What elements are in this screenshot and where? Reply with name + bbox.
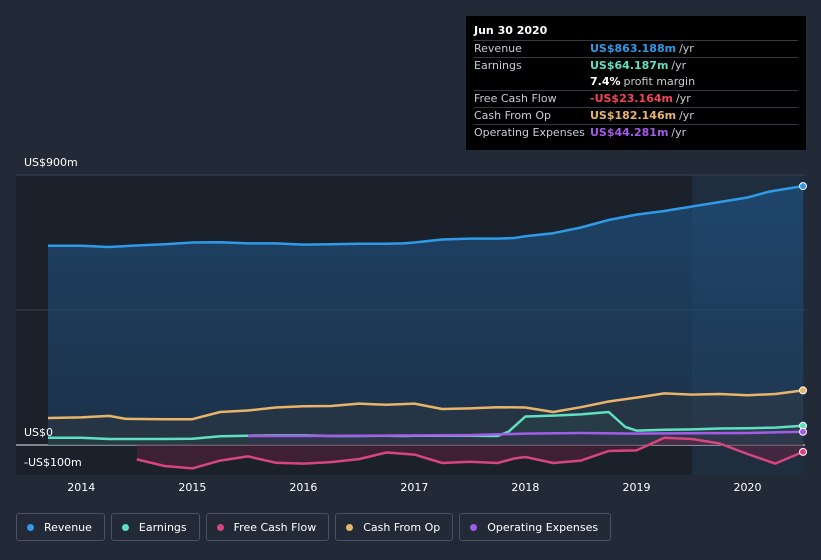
tooltip-row: Free Cash Flow -US$23.164m/yr [474, 90, 798, 107]
tooltip-row-unit: profit margin [623, 75, 696, 88]
tooltip-row: Revenue US$863.188m/yr [474, 40, 798, 57]
legend-label: Earnings [138, 520, 187, 534]
tooltip-row-value: US$182.146m [590, 109, 677, 122]
chart-area: US$900m US$0 -US$100m 2014 2015 2016 2017 20… [16, 156, 807, 494]
legend: Revenue Earnings Free Cash Flow Cash From O… [16, 513, 612, 541]
legend-item-revenue[interactable]: Revenue [16, 513, 105, 541]
legend-dot-icon [121, 523, 129, 531]
tooltip-row: Cash From Op US$182.146m/yr [474, 107, 798, 124]
series-lines [47, 184, 804, 470]
legend-item-free-cash-flow[interactable]: Free Cash Flow [205, 513, 330, 541]
tooltip-row-label: Revenue [474, 42, 522, 55]
legend-label: Free Cash Flow [233, 520, 317, 534]
line-cash-from-op [47, 389, 804, 421]
legend-item-operating-expenses[interactable]: Operating Expenses [459, 513, 612, 541]
tooltip-panel: Jun 30 2020 Revenue US$863.188m/yr Earning… [466, 16, 806, 150]
legend-dot-icon [470, 523, 478, 531]
tooltip-row: Earnings US$64.187m/yr [474, 57, 798, 74]
tooltip-row-label: Free Cash Flow [474, 92, 557, 105]
tooltip-row-value: 7.4% [590, 75, 621, 88]
legend-label: Revenue [44, 520, 92, 534]
tooltip-row-value: US$44.281m [590, 126, 669, 139]
legend-label: Operating Expenses [487, 520, 599, 534]
tooltip-row-label: Operating Expenses [474, 126, 585, 139]
tooltip-row-unit: /yr [679, 109, 694, 122]
x-tick-label: 2019 [622, 481, 650, 494]
y-axis-label-zero: US$0 [24, 426, 53, 439]
legend-label: Cash From Op [363, 520, 441, 534]
tooltip-row-value: US$64.187m [590, 59, 669, 72]
series-endpoints [799, 182, 807, 456]
line-free-cash-flow [136, 436, 804, 470]
legend-dot-icon [27, 523, 34, 531]
tooltip-date: Jun 30 2020 [474, 24, 548, 37]
endpoint-revenue [799, 182, 807, 191]
tooltip-row-label [474, 74, 590, 90]
x-tick-label: 2018 [511, 481, 539, 494]
endpoint-cash-from-op [799, 386, 807, 395]
tooltip-row-unit: /yr [671, 126, 687, 139]
x-tick-label: 2015 [178, 481, 206, 494]
x-tick-label: 2016 [289, 481, 317, 494]
endpoint-free-cash-flow [799, 447, 807, 456]
legend-dot-icon [216, 523, 224, 531]
x-axis-ticks: 2014 2015 2016 2017 2018 2019 2020 [67, 481, 761, 494]
tooltip-row-unit: /yr [675, 92, 691, 105]
y-axis-label-bottom: -US$100m [24, 456, 82, 469]
tooltip-row-value: US$863.188m [590, 42, 677, 55]
line-revenue [48, 184, 804, 249]
tooltip-row-unit: /yr [679, 42, 694, 55]
legend-dot-icon [346, 523, 354, 531]
x-tick-label: 2014 [67, 481, 95, 494]
y-axis-label-top: US$900m [24, 156, 78, 169]
area-revenue [48, 186, 803, 445]
endpoint-operating-expenses [799, 427, 807, 436]
tooltip-row: 7.4% profit margin [474, 74, 798, 90]
tooltip-row-label: Cash From Op [474, 109, 552, 122]
tooltip-row: Operating Expenses US$44.281m/yr [474, 124, 798, 141]
tooltip-row-label: Earnings [474, 59, 522, 72]
x-tick-label: 2020 [733, 481, 761, 494]
area-operating-expenses [247, 431, 803, 445]
tooltip-row-unit: /yr [671, 59, 687, 72]
line-operating-expenses [247, 430, 804, 438]
legend-item-cash-from-op[interactable]: Cash From Op [335, 513, 454, 541]
area-free-cash-flow [136, 437, 804, 469]
area-cash-from-op [48, 390, 803, 445]
tooltip-rows: Revenue US$863.188m/yr Earnings US$64.187m /… [474, 40, 798, 141]
legend-item-earnings[interactable]: Earnings [110, 513, 200, 541]
tooltip-row-value: -US$23.164m [590, 92, 673, 105]
x-tick-label: 2017 [400, 481, 428, 494]
